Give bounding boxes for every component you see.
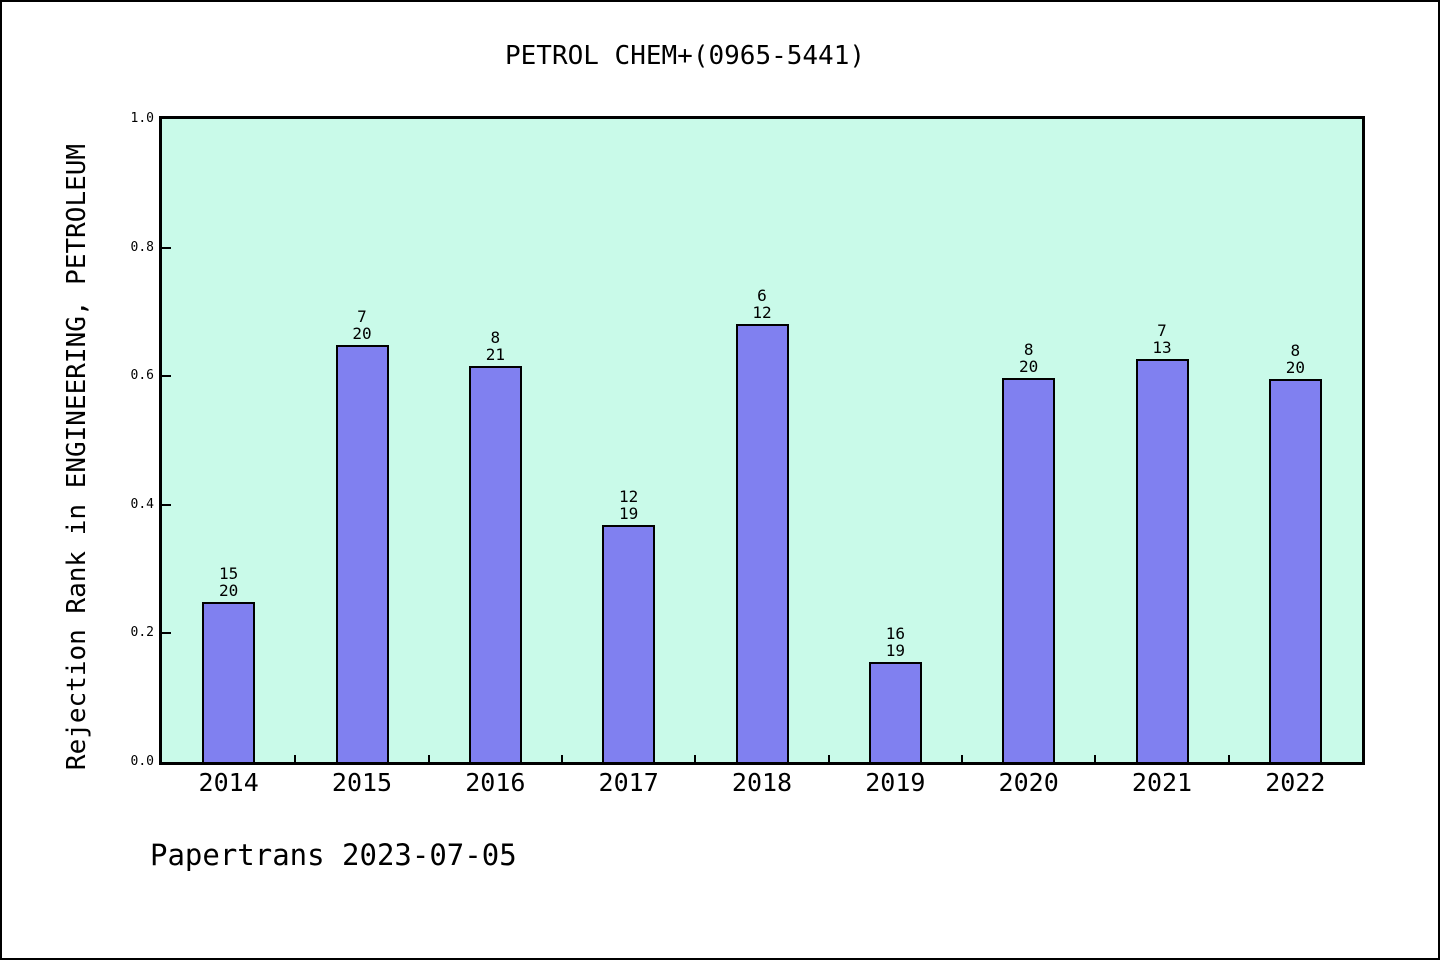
bar-2020 [1002,378,1056,762]
bar-value-label-2020: 8 20 [989,341,1069,375]
x-axis-tick-label-2015: 2015 [331,768,393,797]
bar-label-denominator: 20 [352,324,372,343]
chart-title: PETROL CHEM+(0965-5441) [504,41,866,71]
bar-label-numerator: 8 [490,328,501,347]
bar-2016 [468,366,522,762]
x-axis-tick-mark [1094,755,1097,762]
x-axis-tick-label-2018: 2018 [731,768,793,797]
y-axis-tick-mark [162,632,171,634]
bar-value-label-2014: 15 20 [189,565,269,599]
y-axis-tick-label: 0.8 [130,239,154,255]
bar-value-label-2015: 7 20 [322,308,402,342]
bar-2019 [868,662,922,762]
y-axis-tick-mark [162,504,171,506]
bar-label-denominator: 19 [619,504,639,523]
bar-label-numerator: 16 [885,624,905,643]
bar-label-numerator: 12 [619,487,639,506]
bar-value-label-2016: 8 21 [455,329,535,363]
y-axis-tick-mark [162,375,171,377]
x-axis-tick-label-2019: 2019 [865,768,926,797]
y-axis-tick-mark [162,247,171,249]
bar-label-numerator: 6 [757,286,767,305]
x-axis-tick-label-2020: 2020 [998,768,1059,797]
x-axis-tick-mark [294,755,297,762]
y-axis-label: Rejection Rank in ENGINEERING, PETROLEUM [62,143,92,771]
bar-value-label-2018: 6 12 [722,287,802,321]
bar-value-label-2022: 8 20 [1255,342,1335,376]
bar-2022 [1268,379,1322,762]
bar-2017 [602,525,656,762]
x-axis-tick-mark [694,755,697,762]
bar-2015 [335,345,389,762]
x-axis-tick-label-2017: 2017 [598,768,659,797]
bar-2021 [1135,359,1189,762]
y-axis-tick-label: 1.0 [130,111,154,126]
x-axis-tick-label-2016: 2016 [465,768,526,797]
bar-value-label-2019: 16 19 [855,625,935,659]
footer-watermark: Papertrans 2023-07-05 [150,838,517,872]
bar-value-label-2021: 7 13 [1122,322,1202,356]
x-axis-tick-label-2022: 2022 [1265,768,1326,797]
plot-area: 15 20 7 20 8 21 12 19 6 12 16 19 8 20 7 13 8 20 [159,116,1365,765]
x-axis-tick-label-2021: 2021 [1131,768,1193,797]
x-axis-tick-mark [1227,755,1230,762]
y-axis-tick-label: 0.2 [130,625,154,641]
x-axis-tick-mark [427,755,430,762]
bar-label-numerator: 8 [1023,340,1034,359]
x-axis-tick-label-2014: 2014 [198,768,259,797]
bar-label-denominator: 20 [219,581,239,600]
y-axis-tick-label: 0.6 [130,368,154,384]
bar-label-denominator: 13 [1152,338,1172,357]
bar-label-numerator: 7 [357,307,367,326]
bar-label-denominator: 12 [752,303,772,322]
bar-label-denominator: 21 [485,345,505,364]
bar-label-numerator: 15 [219,564,239,583]
bar-label-numerator: 8 [1290,341,1301,360]
x-axis-tick-mark [961,755,963,762]
bar-label-denominator: 20 [1285,358,1305,377]
bar-label-numerator: 7 [1157,321,1167,340]
x-axis-tick-mark [827,755,830,762]
y-axis-tick-label: 0.4 [130,496,154,512]
y-axis-tick-label: 0.0 [130,754,154,769]
bar-value-label-2017: 12 19 [589,488,669,522]
bar-2018 [735,324,789,762]
bar-label-denominator: 19 [885,641,905,660]
bar-2014 [202,602,256,762]
x-axis-tick-mark [561,755,563,762]
bar-label-denominator: 20 [1019,357,1039,376]
